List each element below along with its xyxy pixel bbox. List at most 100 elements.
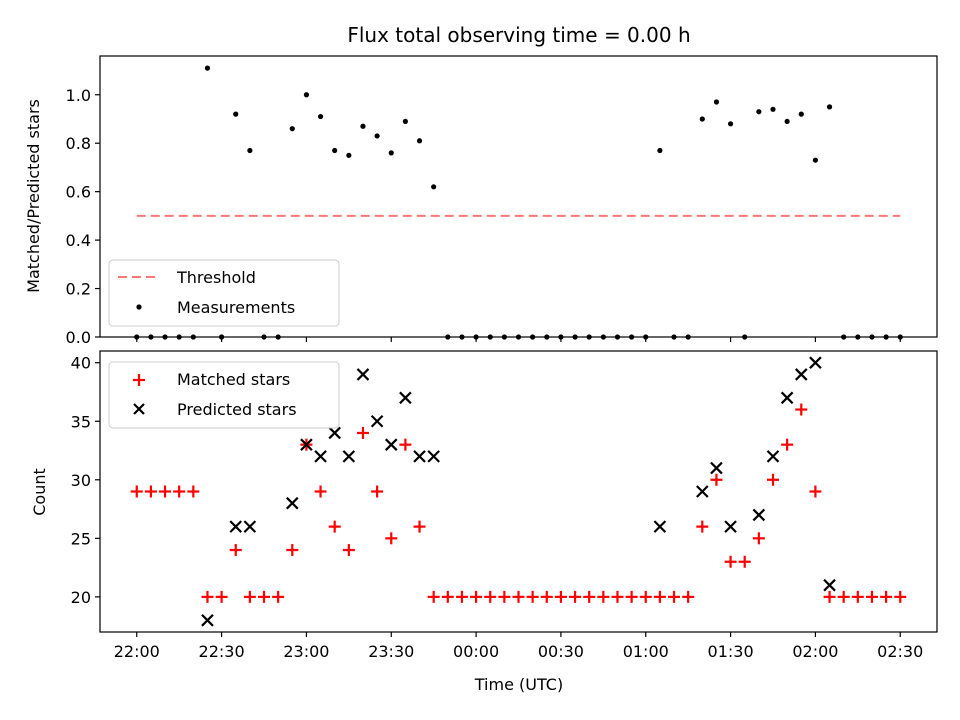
predicted-point-9 — [370, 414, 384, 428]
matched-point-26 — [498, 590, 511, 603]
predicted-point-6 — [328, 426, 341, 440]
measurement-point-8 — [247, 147, 253, 154]
predicted-point-13 — [427, 450, 440, 463]
top-legend: Threshold Measurements — [108, 259, 340, 327]
x-tick-label-7: 01:30 — [708, 642, 754, 661]
legend-measurements-label: Measurements — [177, 298, 295, 317]
measurement-point-40 — [699, 116, 705, 122]
top-y-tick-label-3: 0.6 — [66, 183, 91, 202]
x-tick-label-6: 01:00 — [623, 642, 669, 661]
predicted-point-11 — [399, 391, 412, 405]
matched-point-48 — [809, 485, 822, 498]
predicted-point-14 — [653, 520, 667, 533]
x-tick-label-3: 23:30 — [368, 642, 414, 661]
predicted-point-20 — [780, 391, 794, 405]
bottom-y-tick-label-1: 25 — [71, 529, 91, 548]
matched-point-22 — [441, 590, 454, 603]
matched-point-21 — [427, 590, 440, 603]
matched-point-41 — [710, 473, 723, 486]
matched-point-17 — [371, 485, 384, 498]
bottom-y-tick-label-0: 20 — [71, 588, 91, 607]
bottom-legend: Matched stars Predicted stars — [108, 361, 340, 429]
predicted-point-8 — [356, 368, 370, 381]
matched-point-9 — [258, 590, 271, 603]
matched-point-13 — [314, 485, 327, 498]
matched-point-33 — [597, 590, 610, 603]
measurement-point-5 — [204, 65, 211, 71]
predicted-point-17 — [724, 520, 737, 533]
matched-point-0 — [130, 485, 143, 498]
bottom-legend-box — [108, 361, 340, 429]
bottom-axes-frame — [99, 350, 938, 633]
matched-point-15 — [342, 544, 355, 557]
bottom-marks — [130, 356, 907, 627]
measurement-point-37 — [657, 147, 663, 154]
matched-point-11 — [286, 544, 299, 557]
top-marks — [134, 65, 903, 340]
top-x-ticks — [136, 337, 901, 342]
legend-predicted-swatch — [133, 403, 145, 415]
predicted-point-22 — [809, 356, 822, 369]
matched-point-16 — [356, 426, 369, 439]
matched-point-32 — [583, 590, 596, 603]
matched-point-38 — [668, 590, 681, 603]
x-tick-label-2: 23:00 — [283, 642, 329, 661]
bottom-x-ticks: 22:00 22:30 23:00 23:30 00:00 00:30 01:00 01:30… — [114, 632, 923, 661]
top-y-ticks: 0.0 0.2 0.4 0.6 0.8 1.0 — [66, 86, 100, 347]
matched-point-3 — [173, 485, 186, 498]
matched-point-40 — [696, 520, 709, 533]
legend-matched-swatch — [133, 374, 145, 386]
legend-predicted-label: Predicted stars — [177, 400, 297, 419]
legend-measurements-swatch — [136, 304, 142, 310]
measurement-point-49 — [826, 104, 833, 110]
measurement-point-16 — [360, 123, 366, 129]
matched-point-30 — [554, 590, 567, 603]
top-y-tick-label-2: 0.4 — [66, 231, 91, 250]
predicted-point-10 — [384, 438, 398, 451]
measurement-point-13 — [317, 113, 324, 120]
matched-point-36 — [639, 590, 652, 603]
bottom-y-tick-label-4: 40 — [71, 354, 91, 373]
matched-point-39 — [682, 590, 695, 603]
measurement-point-44 — [756, 109, 762, 115]
measurement-point-17 — [374, 133, 380, 139]
matched-point-2 — [159, 485, 172, 498]
bottom-y-tick-label-3: 35 — [71, 412, 91, 431]
legend-matched-label: Matched stars — [177, 370, 290, 389]
chart-title: Flux total observing time = 0.00 h — [347, 23, 690, 47]
matched-point-24 — [470, 590, 483, 603]
predicted-point-0 — [201, 614, 214, 627]
predicted-point-23 — [823, 578, 836, 592]
matched-point-50 — [837, 590, 850, 603]
matched-point-37 — [653, 590, 666, 603]
x-tick-label-0: 22:00 — [114, 642, 160, 661]
measurement-point-21 — [431, 184, 437, 190]
predicted-point-15 — [696, 485, 709, 498]
predicted-point-21 — [794, 368, 808, 381]
matched-point-19 — [399, 438, 412, 451]
top-y-tick-label-4: 0.8 — [66, 134, 91, 153]
matched-point-18 — [385, 532, 398, 545]
top-legend-box — [108, 259, 340, 327]
matched-point-44 — [752, 532, 765, 545]
measurement-point-47 — [798, 111, 804, 117]
x-tick-label-1: 22:30 — [199, 642, 245, 661]
measurement-point-7 — [233, 111, 239, 117]
matched-point-14 — [328, 520, 341, 533]
matched-point-23 — [455, 590, 468, 603]
measurement-point-11 — [289, 126, 295, 132]
matched-point-51 — [851, 590, 864, 603]
measurement-point-19 — [402, 118, 408, 125]
x-tick-label-5: 00:30 — [538, 642, 584, 661]
top-y-tick-label-5: 1.0 — [66, 86, 91, 105]
predicted-point-12 — [413, 450, 426, 463]
top-panel: 0.0 0.2 0.4 0.6 0.8 1.0 Matched/Predicted sta… — [24, 55, 938, 347]
matched-point-46 — [781, 438, 794, 451]
predicted-point-16 — [710, 461, 723, 475]
matched-point-4 — [187, 485, 200, 498]
matched-point-1 — [144, 485, 157, 498]
matched-point-6 — [215, 590, 228, 603]
predicted-point-19 — [766, 450, 780, 463]
